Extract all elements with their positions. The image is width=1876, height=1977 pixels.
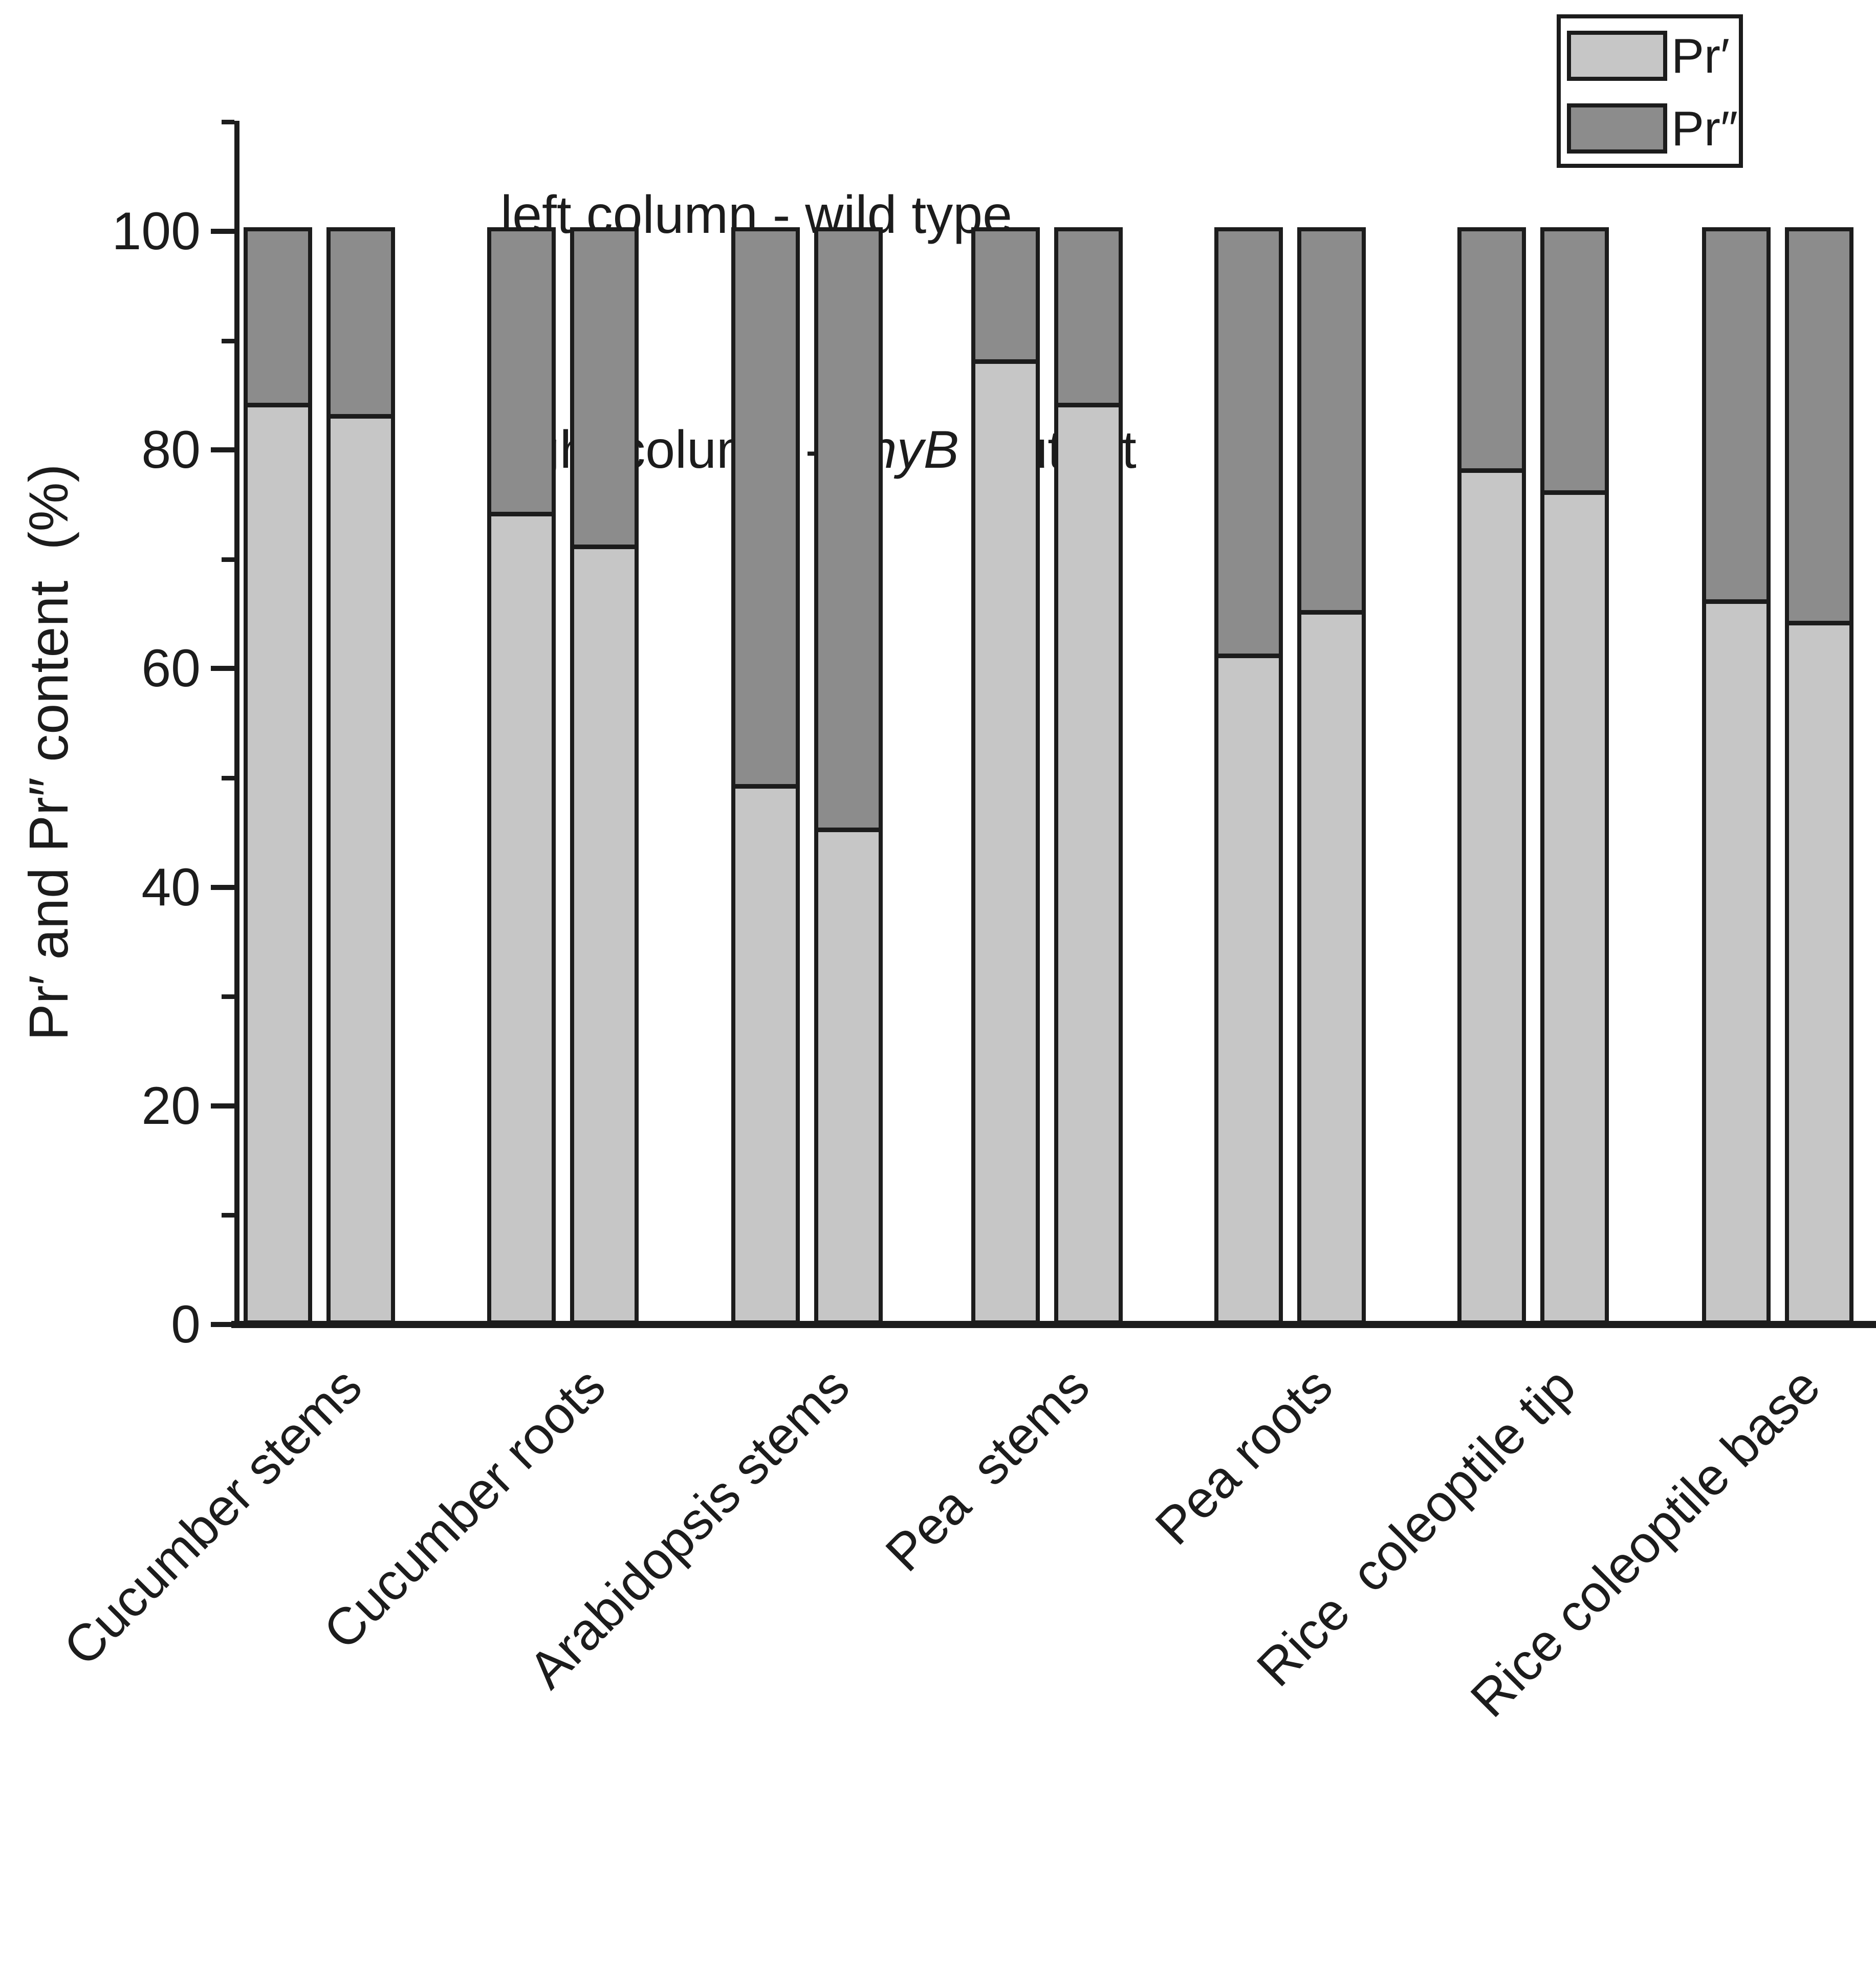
bar-phyb-mutant-0 — [326, 227, 395, 1324]
bar-wild-type-4 — [1214, 227, 1283, 1324]
legend-label-pr-double-prime: Pr″ — [1671, 101, 1738, 156]
bar-phyb-mutant-6 — [1785, 227, 1853, 1324]
bar-segment-pr-double-prime-phyb-mutant-5 — [1544, 231, 1605, 495]
bar-segment-pr-double-prime-phyb-mutant-1 — [574, 231, 635, 549]
bar-segment-pr-double-prime-wild-type-3 — [975, 231, 1036, 364]
bar-segment-pr-double-prime-phyb-mutant-2 — [818, 231, 879, 832]
bar-wild-type-5 — [1457, 227, 1526, 1324]
y-minor-tick-70 — [222, 557, 234, 562]
y-axis-line — [234, 121, 239, 1328]
bar-segment-pr-double-prime-phyb-mutant-4 — [1301, 231, 1362, 615]
bar-wild-type-1 — [487, 227, 556, 1324]
legend-swatch-pr-prime — [1567, 31, 1667, 81]
bar-wild-type-6 — [1702, 227, 1771, 1324]
y-tick-label-60: 60 — [141, 639, 201, 699]
y-minor-tick-30 — [222, 994, 234, 1000]
bar-wild-type-2 — [731, 227, 800, 1324]
bar-phyb-mutant-2 — [814, 227, 883, 1324]
bar-phyb-mutant-1 — [570, 227, 639, 1324]
bar-segment-pr-double-prime-wild-type-1 — [491, 231, 552, 516]
legend-swatch-pr-double-prime — [1567, 103, 1667, 154]
bar-segment-pr-double-prime-wild-type-6 — [1706, 231, 1766, 604]
y-major-tick-40 — [211, 884, 234, 890]
legend-label-pr-prime: Pr′ — [1671, 29, 1730, 83]
y-major-tick-0 — [211, 1322, 234, 1327]
y-tick-label-80: 80 — [141, 420, 201, 480]
bar-segment-pr-double-prime-wild-type-0 — [248, 231, 308, 407]
y-axis-title: Pr′ and Pr″ content (%) — [17, 464, 79, 1041]
bar-segment-pr-double-prime-phyb-mutant-0 — [331, 231, 391, 419]
bar-segment-pr-double-prime-phyb-mutant-6 — [1789, 231, 1849, 625]
y-minor-tick-50 — [222, 776, 234, 780]
bar-wild-type-0 — [244, 227, 312, 1324]
annotation-line-1: left column - wild type — [500, 185, 1012, 245]
bar-phyb-mutant-5 — [1540, 227, 1609, 1324]
x-axis-line — [231, 1321, 1876, 1328]
y-minor-tick-110 — [222, 120, 234, 125]
legend-box: Pr′ Pr″ — [1557, 14, 1743, 168]
bar-segment-pr-double-prime-phyb-mutant-3 — [1058, 231, 1119, 407]
y-minor-tick-10 — [222, 1213, 234, 1218]
y-tick-label-40: 40 — [141, 857, 201, 917]
y-tick-label-0: 0 — [171, 1295, 201, 1354]
bar-segment-pr-double-prime-wild-type-5 — [1461, 231, 1522, 473]
bar-phyb-mutant-4 — [1297, 227, 1366, 1324]
y-major-tick-60 — [211, 666, 234, 671]
y-tick-label-100: 100 — [112, 202, 201, 261]
y-major-tick-100 — [211, 229, 234, 234]
y-tick-label-20: 20 — [141, 1076, 201, 1136]
y-major-tick-80 — [211, 447, 234, 453]
y-major-tick-20 — [211, 1103, 234, 1109]
bar-segment-pr-double-prime-wild-type-4 — [1218, 231, 1279, 658]
bar-wild-type-3 — [971, 227, 1040, 1324]
stacked-bar-chart-figure: left column - wild type right column - p… — [17, 14, 1876, 1728]
bar-segment-pr-double-prime-wild-type-2 — [735, 231, 796, 789]
y-minor-tick-90 — [222, 338, 234, 343]
bar-phyb-mutant-3 — [1054, 227, 1123, 1324]
